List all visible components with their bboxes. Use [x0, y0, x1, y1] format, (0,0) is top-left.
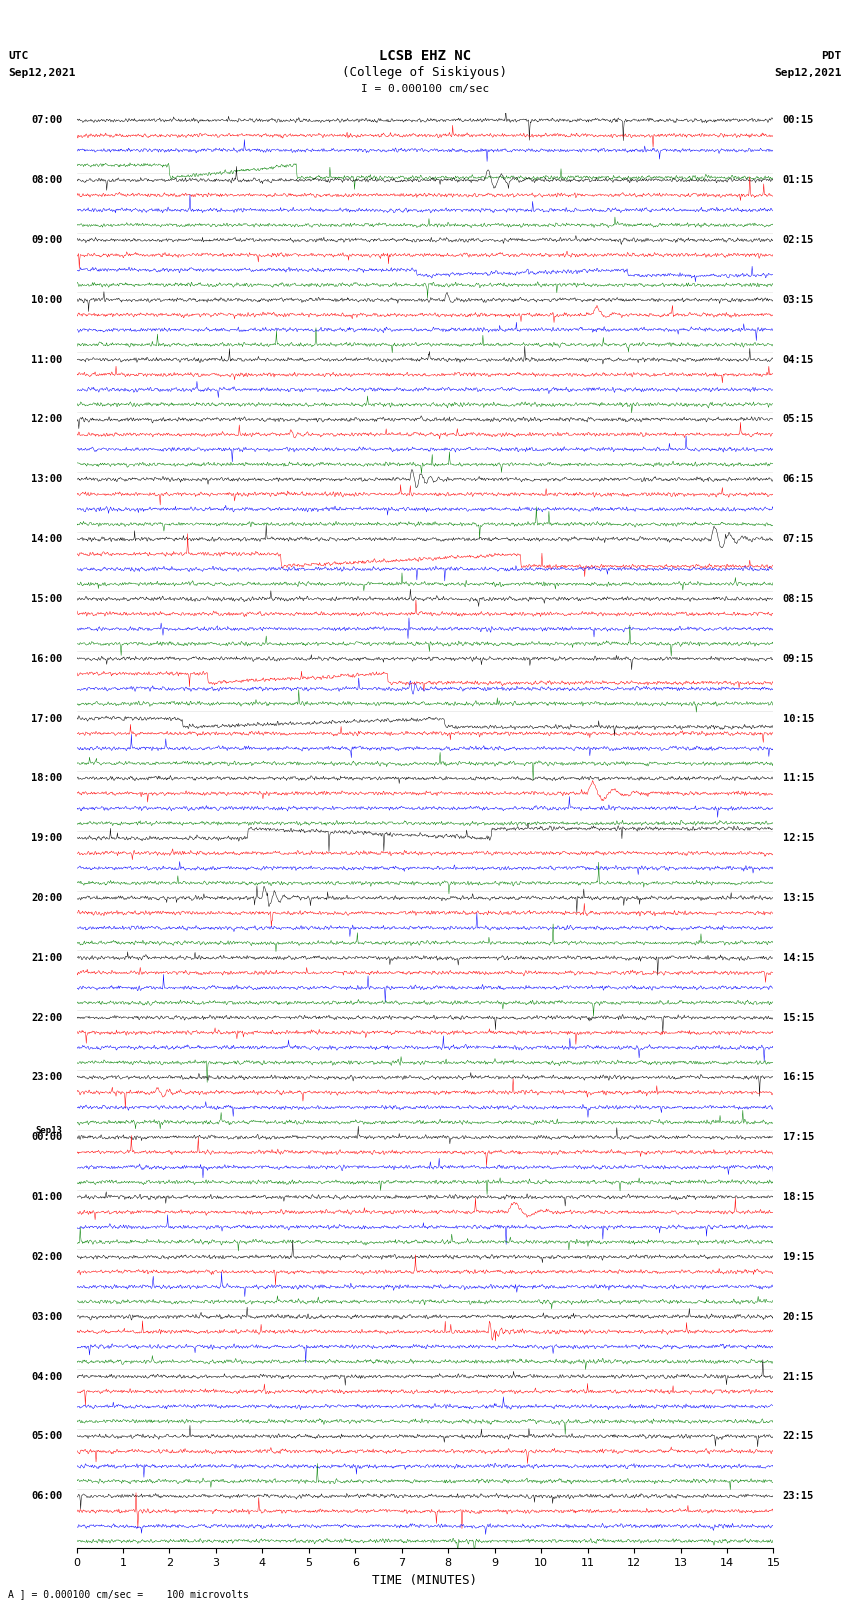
Text: 06:15: 06:15	[783, 474, 814, 484]
Text: 07:15: 07:15	[783, 534, 814, 544]
Text: 23:15: 23:15	[783, 1490, 814, 1502]
Text: Sep12,2021: Sep12,2021	[8, 68, 76, 77]
Text: LCSB EHZ NC: LCSB EHZ NC	[379, 50, 471, 63]
Text: 20:00: 20:00	[31, 894, 63, 903]
Text: 03:00: 03:00	[31, 1311, 63, 1321]
Text: 02:00: 02:00	[31, 1252, 63, 1261]
Text: 04:15: 04:15	[783, 355, 814, 365]
Text: 01:15: 01:15	[783, 176, 814, 185]
Text: 15:15: 15:15	[783, 1013, 814, 1023]
Text: 10:00: 10:00	[31, 295, 63, 305]
Text: 14:00: 14:00	[31, 534, 63, 544]
Text: 14:15: 14:15	[783, 953, 814, 963]
Text: 18:15: 18:15	[783, 1192, 814, 1202]
Text: 00:15: 00:15	[783, 116, 814, 126]
Text: 06:00: 06:00	[31, 1490, 63, 1502]
Text: 23:00: 23:00	[31, 1073, 63, 1082]
Text: 19:15: 19:15	[783, 1252, 814, 1261]
Text: 17:15: 17:15	[783, 1132, 814, 1142]
X-axis label: TIME (MINUTES): TIME (MINUTES)	[372, 1574, 478, 1587]
Text: 00:00: 00:00	[31, 1132, 63, 1142]
Text: Sep12,2021: Sep12,2021	[774, 68, 842, 77]
Text: 21:15: 21:15	[783, 1371, 814, 1381]
Text: 13:15: 13:15	[783, 894, 814, 903]
Text: 04:00: 04:00	[31, 1371, 63, 1381]
Text: 22:00: 22:00	[31, 1013, 63, 1023]
Text: 11:15: 11:15	[783, 773, 814, 784]
Text: 09:15: 09:15	[783, 653, 814, 663]
Text: 12:00: 12:00	[31, 415, 63, 424]
Text: 03:15: 03:15	[783, 295, 814, 305]
Text: 01:00: 01:00	[31, 1192, 63, 1202]
Text: 16:15: 16:15	[783, 1073, 814, 1082]
Text: 09:00: 09:00	[31, 235, 63, 245]
Text: 19:00: 19:00	[31, 834, 63, 844]
Text: 10:15: 10:15	[783, 713, 814, 724]
Text: 18:00: 18:00	[31, 773, 63, 784]
Text: 17:00: 17:00	[31, 713, 63, 724]
Text: 12:15: 12:15	[783, 834, 814, 844]
Text: (College of Siskiyous): (College of Siskiyous)	[343, 66, 507, 79]
Text: 16:00: 16:00	[31, 653, 63, 663]
Text: 13:00: 13:00	[31, 474, 63, 484]
Text: 07:00: 07:00	[31, 116, 63, 126]
Text: 20:15: 20:15	[783, 1311, 814, 1321]
Text: 21:00: 21:00	[31, 953, 63, 963]
Text: 22:15: 22:15	[783, 1431, 814, 1442]
Text: 02:15: 02:15	[783, 235, 814, 245]
Text: A ] = 0.000100 cm/sec =    100 microvolts: A ] = 0.000100 cm/sec = 100 microvolts	[8, 1589, 249, 1598]
Text: 11:00: 11:00	[31, 355, 63, 365]
Text: UTC: UTC	[8, 52, 29, 61]
Text: 08:15: 08:15	[783, 594, 814, 603]
Text: PDT: PDT	[821, 52, 842, 61]
Text: 15:00: 15:00	[31, 594, 63, 603]
Text: 08:00: 08:00	[31, 176, 63, 185]
Text: 05:00: 05:00	[31, 1431, 63, 1442]
Text: I = 0.000100 cm/sec: I = 0.000100 cm/sec	[361, 84, 489, 94]
Text: 05:15: 05:15	[783, 415, 814, 424]
Text: Sep13: Sep13	[36, 1126, 63, 1136]
